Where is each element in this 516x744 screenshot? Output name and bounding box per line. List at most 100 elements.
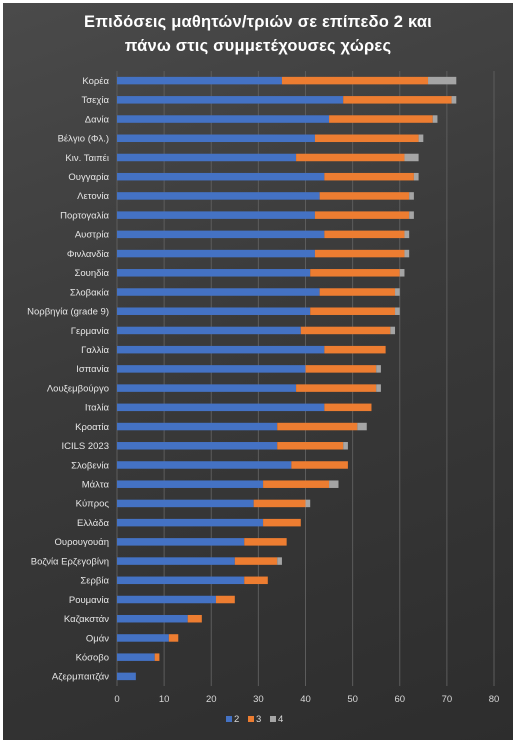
bar-segment-4 xyxy=(376,365,381,373)
category-label: Καζακστάν xyxy=(64,614,109,625)
bar-segment-3 xyxy=(324,403,372,412)
bar-segment-3 xyxy=(324,230,405,239)
bar-segment-2 xyxy=(117,422,278,431)
bar-segment-3 xyxy=(215,595,235,604)
category-label: Γαλλία xyxy=(81,345,109,356)
bar-segment-3 xyxy=(319,288,396,296)
bar-segment-2 xyxy=(117,614,188,623)
legend-swatch-3 xyxy=(248,716,254,722)
category-label: Ελλάδα xyxy=(77,518,109,529)
bar-segment-4 xyxy=(390,326,396,335)
bar-segment-2 xyxy=(117,269,311,277)
bar-segment-2 xyxy=(117,634,169,642)
bar-segment-3 xyxy=(314,249,405,258)
chart-area: Επιδόσεις μαθητών/τριών σε επίπεδο 2 και… xyxy=(3,3,513,740)
x-tick-label: 50 xyxy=(347,694,358,705)
category-label: Φινλανδία xyxy=(67,249,110,260)
bar-segment-4 xyxy=(404,249,410,258)
category-label: Κορέα xyxy=(82,76,109,87)
bar-segment-2 xyxy=(117,480,264,488)
bar-segment-3 xyxy=(310,307,396,315)
category-label: Ομάν xyxy=(86,633,109,644)
bar-segment-2 xyxy=(117,653,155,661)
bar-segment-2 xyxy=(117,230,325,239)
bar-segment-2 xyxy=(117,365,306,373)
category-label: Βοζνία Ερζεγοβίνη xyxy=(31,556,109,567)
legend-swatch-2 xyxy=(226,716,232,722)
category-label: Κύπρος xyxy=(76,499,110,510)
category-label: Γερμανία xyxy=(71,326,110,337)
category-label: Σλοβακία xyxy=(70,287,110,298)
bar-segment-3 xyxy=(310,269,400,277)
bar-segment-4 xyxy=(376,384,381,392)
category-label: Σερβία xyxy=(80,576,109,587)
category-label: Αυστρία xyxy=(75,230,110,241)
bar-segment-3 xyxy=(314,211,410,219)
x-tick-label: 60 xyxy=(394,694,405,705)
bar-segment-4 xyxy=(418,134,424,143)
bar-segment-3 xyxy=(168,634,179,642)
category-label: Ιταλία xyxy=(85,403,110,414)
bar-segment-3 xyxy=(324,345,386,354)
bar-segment-2 xyxy=(117,499,254,508)
bar-segment-3 xyxy=(314,134,419,143)
bar-segment-2 xyxy=(117,538,245,546)
bar-segment-3 xyxy=(277,442,344,450)
bar-segment-4 xyxy=(277,557,282,565)
bar-segment-4 xyxy=(413,172,419,181)
bar-segment-2 xyxy=(117,403,325,412)
x-tick-label: 40 xyxy=(300,694,311,705)
bar-segment-4 xyxy=(395,288,400,296)
bar-segment-3 xyxy=(281,76,429,85)
bar-segment-4 xyxy=(357,422,367,431)
bar-segment-3 xyxy=(291,461,348,469)
bar-segment-3 xyxy=(296,384,377,392)
x-tick-label: 70 xyxy=(442,694,453,705)
category-label: ICILS 2023 xyxy=(61,441,109,452)
category-label: Πορτογαλία xyxy=(60,210,109,221)
category-label: Λουξεμβούργο xyxy=(47,383,109,394)
bar-segment-3 xyxy=(296,153,405,162)
bar-segment-2 xyxy=(117,557,235,565)
bar-segment-2 xyxy=(117,115,330,123)
bar-segment-4 xyxy=(428,76,457,85)
bar-segment-2 xyxy=(117,192,320,200)
category-label: Ρουμανία xyxy=(69,595,110,606)
bar-segment-4 xyxy=(432,115,438,123)
bar-segment-2 xyxy=(117,134,315,143)
x-tick-label: 0 xyxy=(114,694,119,705)
bar-segment-3 xyxy=(329,115,433,123)
bar-segment-4 xyxy=(404,230,410,239)
bar-segment-3 xyxy=(343,96,452,104)
bar-segment-2 xyxy=(117,172,325,181)
bar-segment-3 xyxy=(244,538,287,546)
chart-plot: 0 10 20 30 40 50 60 70 80 Κορέα Τσεχία Δανία Βέλγιο … xyxy=(27,71,500,725)
bar-segment-4 xyxy=(451,96,457,104)
bar-segment-2 xyxy=(117,249,315,258)
legend-swatch-4 xyxy=(270,716,276,722)
legend-label-3: 3 xyxy=(256,714,261,725)
bar-segment-4 xyxy=(404,153,419,162)
bar-segment-2 xyxy=(117,326,301,335)
bar-segment-3 xyxy=(263,518,301,527)
x-tick-label: 80 xyxy=(489,694,500,705)
bar-segment-3 xyxy=(253,499,306,508)
category-label: Βέλγιο (Φλ.) xyxy=(58,134,109,145)
bar-segment-4 xyxy=(305,499,311,508)
category-label: Ουρουγουάη xyxy=(55,537,109,548)
bar-segment-2 xyxy=(117,96,344,104)
category-label: Λετονία xyxy=(77,191,109,202)
bar-segment-4 xyxy=(409,211,414,219)
category-label: Σουηδία xyxy=(74,268,109,279)
legend-label-2: 2 xyxy=(234,714,239,725)
chart-title: Επιδόσεις μαθητών/τριών σε επίπεδο 2 και… xyxy=(3,10,513,58)
bar-segment-2 xyxy=(117,442,278,450)
category-label: Σλοβενία xyxy=(71,460,109,471)
bar-segment-2 xyxy=(117,153,297,162)
chart-title-line-1: Επιδόσεις μαθητών/τριών σε επίπεδο 2 και xyxy=(84,13,432,31)
bar-segment-3 xyxy=(305,365,377,373)
bar-segment-2 xyxy=(117,76,282,85)
category-label: Κιν. Ταιπέι xyxy=(65,153,109,164)
x-tick-label: 20 xyxy=(206,694,217,705)
bar-segment-2 xyxy=(117,384,297,392)
